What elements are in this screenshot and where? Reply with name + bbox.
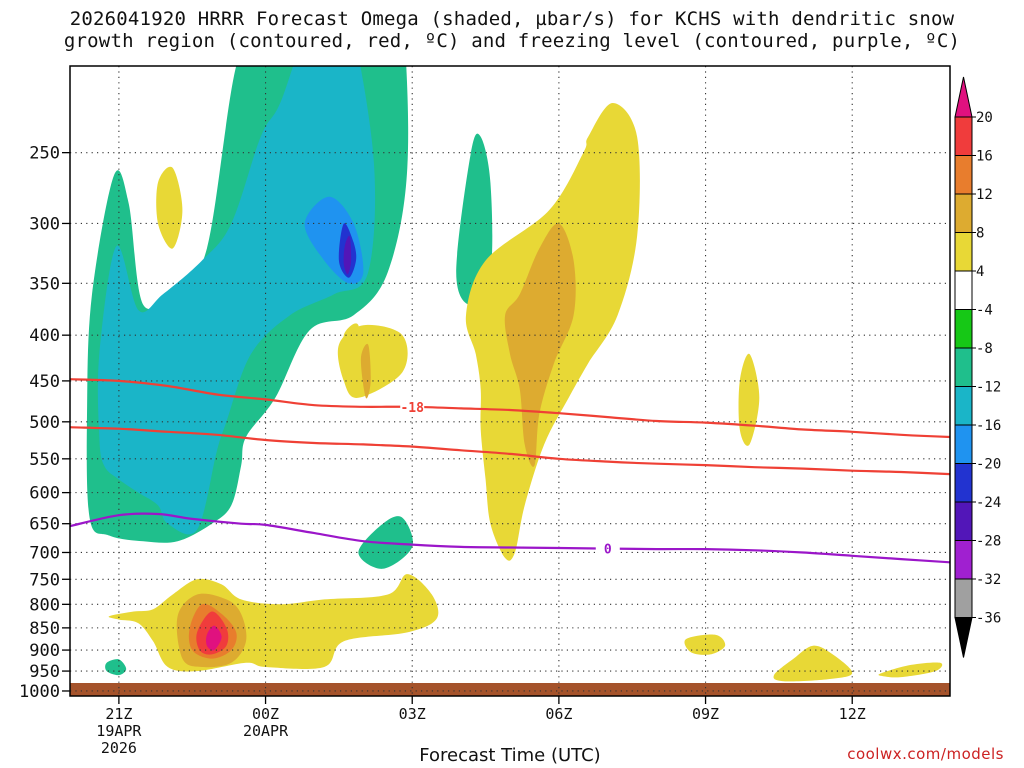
colorbar-segment-9 (954, 463, 973, 503)
omega-region-7 (105, 659, 127, 676)
omega-region-4 (343, 235, 352, 275)
y-tick-label-500: 500 (29, 413, 60, 433)
ground-strip (70, 683, 950, 696)
chart-title: 2026041920 HRRR Forecast Omega (shaded, … (0, 8, 1024, 52)
colorbar-label-0: 20 (976, 110, 993, 126)
colorbar-label-9: -20 (976, 457, 1001, 473)
y-axis: 2503003504004505005506006507007508008509… (19, 144, 70, 702)
contour-label-bg-freezing-level (595, 541, 620, 556)
colorbar-segment-1 (954, 155, 973, 195)
contour-dgz-top (70, 378, 950, 439)
omega-region-22 (878, 662, 943, 678)
contour-label-dgz-top: -18 (400, 401, 424, 416)
omega-region-17 (206, 625, 222, 651)
colorbar-label-4: 4 (976, 264, 984, 280)
omega-region-1 (97, 66, 376, 535)
contour-dgz-bottom (70, 426, 950, 476)
colorbar-label-3: 8 (976, 226, 984, 242)
y-tick-label-900: 900 (29, 641, 60, 661)
colorbar-label-6: -8 (976, 341, 993, 357)
contour-label-freezing-level: 0 (604, 543, 612, 558)
colorbar-segment-6 (954, 347, 973, 387)
contour-lines: -18 0 (70, 378, 950, 564)
contour-freezing-level (70, 512, 950, 564)
y-tick-label-250: 250 (29, 144, 60, 164)
title-line-1: 2026041920 HRRR Forecast Omega (shaded, … (69, 8, 955, 30)
omega-region-21 (773, 645, 853, 682)
colorbar-label-13: -36 (976, 611, 1001, 627)
omega-region-13 (108, 574, 439, 672)
colorbar-segment-2 (954, 193, 973, 233)
colorbar-bottom-arrow (954, 617, 973, 658)
ground-surface (70, 683, 950, 696)
y-tick-label-850: 850 (29, 619, 60, 639)
colorbar-segment-8 (954, 424, 973, 464)
colorbar-segment-7 (954, 386, 973, 426)
x-tick-label-3-1: 20APR (243, 722, 289, 740)
contour-label-bg-dgz-top (400, 399, 425, 414)
colorbar-segment-11 (954, 540, 973, 580)
grid-lines (70, 66, 950, 696)
y-tick-label-650: 650 (29, 515, 60, 535)
y-tick-label-350: 350 (29, 274, 60, 294)
omega-region-18 (343, 323, 360, 375)
x-tick-label-3-0: 00Z (252, 705, 279, 723)
y-tick-label-950: 950 (29, 662, 60, 682)
title-line-2: growth region (contoured, red, ºC) and f… (63, 30, 961, 52)
colorbar-segment-0 (954, 116, 973, 156)
colorbar-label-1: 16 (976, 149, 993, 165)
y-tick-label-700: 700 (29, 543, 60, 563)
x-tick-label-0-1: 19APR (96, 722, 142, 740)
colorbar-segment-4 (954, 270, 973, 310)
colorbar-segment-12 (954, 578, 973, 618)
y-tick-label-1000: 1000 (19, 682, 60, 702)
omega-region-6 (456, 133, 493, 305)
x-tick-label-0-2: 2026 (101, 739, 137, 757)
y-tick-label-550: 550 (29, 450, 60, 470)
colorbar-label-8: -16 (976, 418, 1001, 434)
colorbar-label-12: -32 (976, 572, 1001, 588)
omega-region-12 (504, 223, 576, 467)
omega-region-8 (156, 166, 183, 249)
x-tick-label-6-0: 03Z (399, 705, 426, 723)
x-tick-label-0-0: 21Z (105, 705, 132, 723)
colorbar: 20 16 12 8 4 -4 -8 -12 -16 -20 -24 -28 -32 -36 (954, 76, 1001, 658)
colorbar-label-2: 12 (976, 187, 993, 203)
y-tick-label-300: 300 (29, 214, 60, 234)
x-tick-label-15-0: 12Z (839, 705, 866, 723)
y-tick-label-800: 800 (29, 595, 60, 615)
omega-region-20 (684, 634, 726, 655)
colorbar-label-10: -24 (976, 495, 1001, 511)
y-tick-label-600: 600 (29, 484, 60, 504)
omega-region-10 (360, 343, 371, 399)
y-tick-label-450: 450 (29, 372, 60, 392)
credit-link[interactable]: coolwx.com/models (847, 745, 1004, 763)
colorbar-label-7: -12 (976, 380, 1001, 396)
colorbar-segment-10 (954, 501, 973, 541)
omega-region-19 (738, 353, 760, 446)
y-tick-label-750: 750 (29, 570, 60, 590)
colorbar-segment-5 (954, 309, 973, 349)
colorbar-label-5: -4 (976, 303, 993, 319)
colorbar-top-arrow (954, 76, 973, 118)
y-tick-label-400: 400 (29, 326, 60, 346)
omega-shading (86, 66, 943, 682)
colorbar-segment-3 (954, 232, 973, 272)
x-tick-label-12-0: 09Z (692, 705, 719, 723)
x-axis-title: Forecast Time (UTC) (419, 745, 601, 766)
colorbar-label-11: -28 (976, 534, 1001, 550)
x-tick-label-9-0: 06Z (545, 705, 572, 723)
